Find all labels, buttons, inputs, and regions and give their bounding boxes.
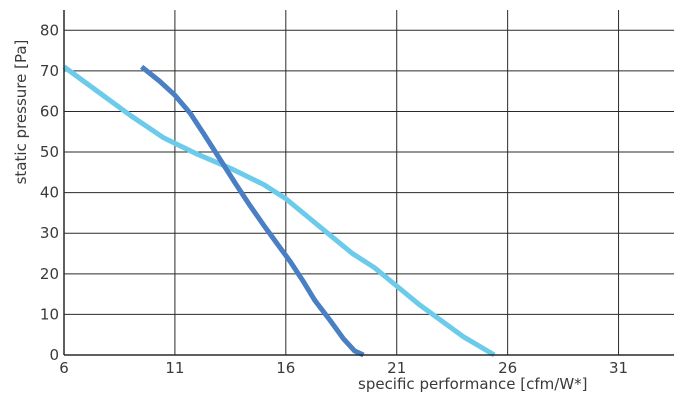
y-tick-label: 60 [40,102,59,120]
y-tick-label: 80 [40,21,59,39]
series-line-1 [62,64,496,358]
y-tick-label: 50 [40,143,59,161]
x-tick-label: 16 [276,359,295,377]
y-tick-label: 40 [40,184,59,202]
y-tick-label: 20 [40,265,59,283]
y-axis-title: static pressure [Pa] [12,40,30,185]
x-tick-label: 26 [498,359,517,377]
tick-labels: 0 10 20 30 40 50 60 70 80 6 11 16 21 26 31 [40,21,628,377]
y-tick-label: 30 [40,224,59,242]
axes [63,10,674,356]
y-tick-label: 10 [40,305,59,323]
grid [64,10,674,355]
y-tick-label: 70 [40,62,59,80]
x-tick-label: 21 [387,359,406,377]
y-tick-label: 0 [49,346,59,364]
x-tick-label: 11 [165,359,184,377]
x-tick-label: 31 [609,359,628,377]
x-tick-label: 6 [59,359,69,377]
series-line-2 [140,64,365,358]
x-axis-title: specific performance [cfm/W*] [358,375,588,393]
series-lines [62,64,496,358]
